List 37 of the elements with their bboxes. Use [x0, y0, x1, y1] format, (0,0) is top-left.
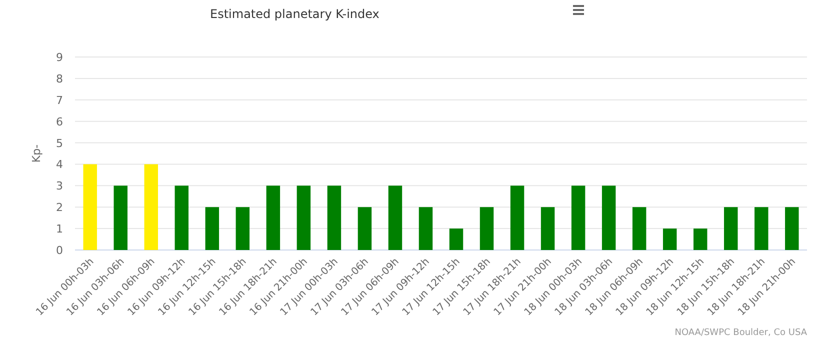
bar	[205, 207, 220, 250]
text: NOAA/SWPC Boulder, Co USA	[674, 328, 808, 338]
bar	[785, 207, 799, 250]
bar	[388, 186, 402, 250]
y-tick-label: 0	[56, 244, 63, 257]
bar	[602, 186, 616, 250]
bar	[540, 207, 555, 250]
y-tick-label: 4	[56, 158, 63, 172]
bar	[510, 186, 524, 250]
bar	[724, 207, 738, 250]
y-tick-label: 7	[56, 94, 63, 107]
y-tick-label: 2	[56, 201, 63, 214]
bar	[449, 228, 464, 250]
bar	[571, 186, 586, 250]
bar	[754, 207, 768, 250]
bar	[480, 207, 494, 250]
bar	[266, 186, 280, 250]
bar	[327, 186, 342, 250]
y-tick-label: 9	[56, 51, 63, 64]
bar	[418, 207, 433, 250]
bar	[236, 207, 250, 250]
bar	[114, 186, 128, 250]
bar	[144, 164, 158, 250]
bar	[83, 164, 97, 250]
bar	[174, 186, 189, 250]
y-tick-label: 1	[56, 222, 63, 236]
bar	[693, 228, 708, 250]
y-tick-label: 8	[56, 72, 63, 86]
bar	[662, 228, 677, 250]
y-tick-label: 5	[56, 136, 63, 150]
y-tick-label: 3	[56, 180, 63, 193]
y-tick-label: 6	[56, 115, 63, 128]
bar	[632, 207, 646, 250]
bar	[358, 207, 372, 250]
y-axis-title: Kp-	[30, 144, 43, 163]
chart-title: Estimated planetary K-index	[210, 7, 380, 21]
bar	[296, 186, 311, 250]
